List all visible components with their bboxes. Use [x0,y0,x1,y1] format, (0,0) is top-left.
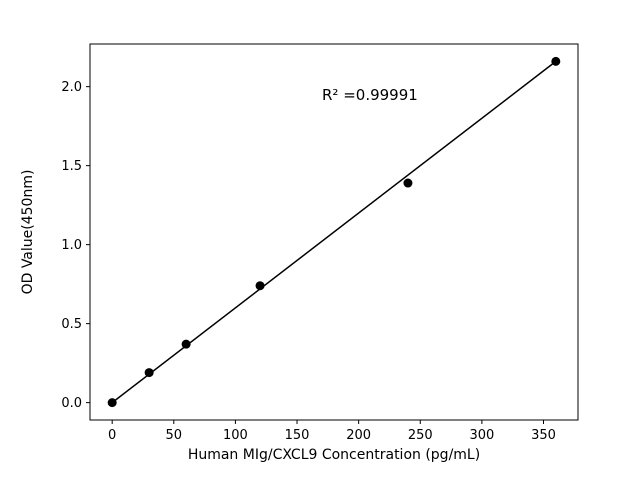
x-tick-label: 200 [346,428,371,443]
y-tick-label: 1.0 [61,238,82,253]
data-point [403,178,413,188]
x-tick-label: 100 [223,428,248,443]
x-tick-label: 350 [531,428,556,443]
data-point [144,368,154,378]
fit-line [111,60,557,404]
data-point [181,339,191,349]
y-axis-label: OD Value(450nm) [20,169,36,295]
data-point [551,56,561,66]
x-tick-label: 300 [469,428,494,443]
plot-frame [89,43,579,421]
y-tick-label: 1.5 [61,159,82,174]
x-axis-label: Human MIg/CXCL9 Concentration (pg/mL) [187,447,481,463]
y-tick-label: 0.0 [61,396,82,411]
x-tick-label: 150 [285,428,310,443]
x-tick-label: 50 [166,428,183,443]
x-tick-label: 0 [108,428,116,443]
data-point [107,398,117,408]
y-tick-label: 0.5 [61,317,82,332]
data-point [255,281,265,291]
x-tick-label: 250 [408,428,433,443]
y-tick-label: 2.0 [61,80,82,95]
r-squared-annotation: R² =0.99991 [322,86,418,104]
